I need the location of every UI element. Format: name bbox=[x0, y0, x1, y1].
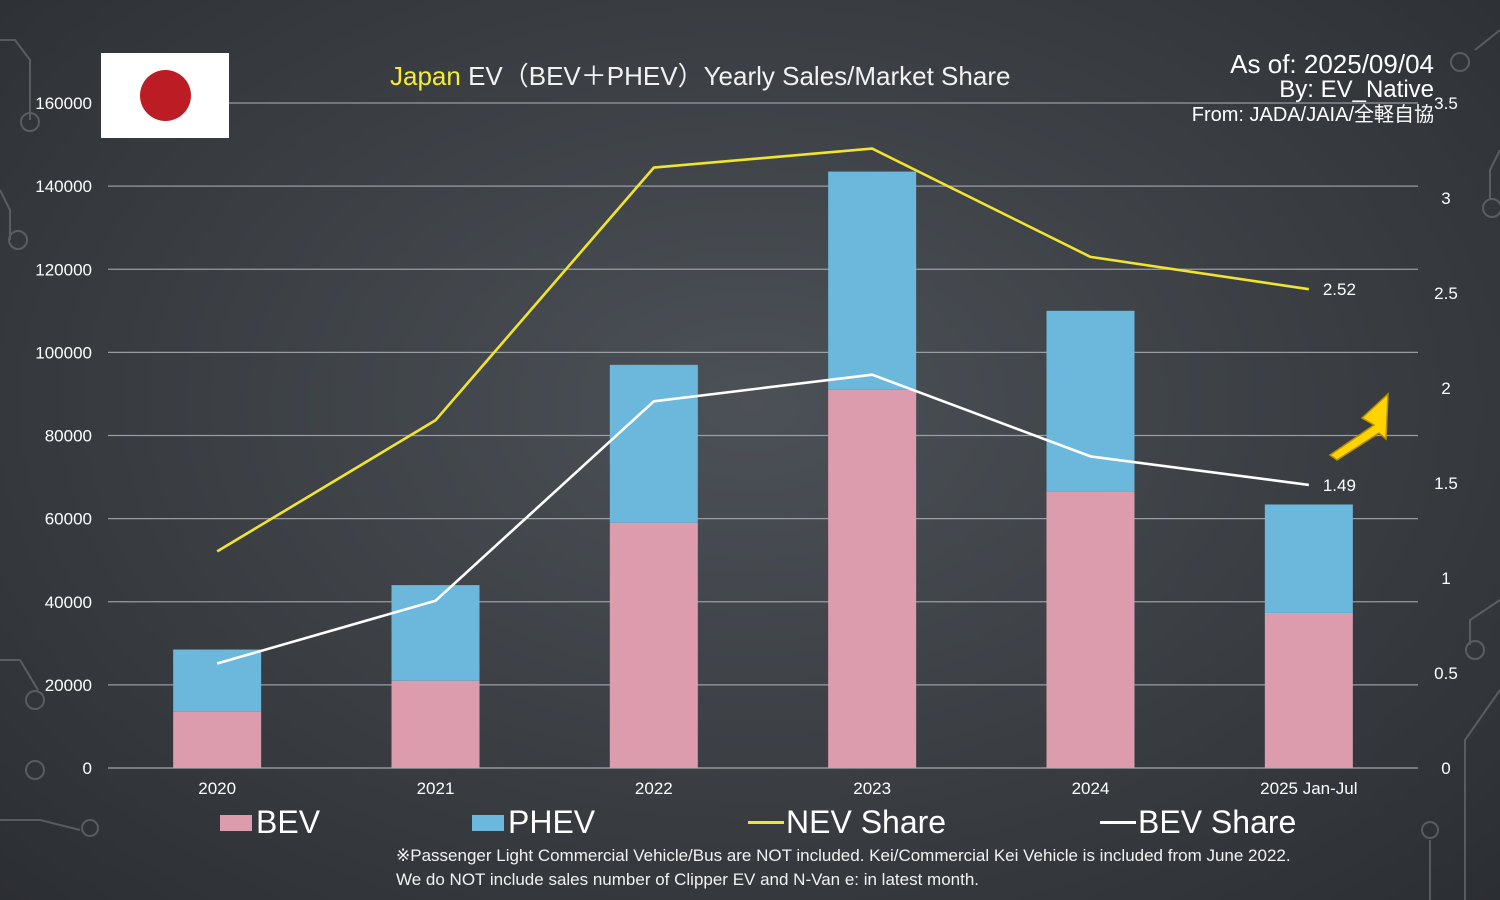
y-right-tick-label: 3.5 bbox=[1434, 94, 1458, 113]
legend-item-phev: PHEV bbox=[472, 800, 595, 844]
legend-line-bev-share bbox=[1100, 821, 1136, 824]
y-left-tick-label: 80000 bbox=[45, 427, 92, 446]
legend-swatch-phev bbox=[472, 815, 504, 831]
footnote-line-1: ※Passenger Light Commercial Vehicle/Bus … bbox=[396, 846, 1291, 865]
japan-flag-icon bbox=[101, 53, 229, 138]
bar-bev bbox=[828, 389, 917, 768]
author-credit: By: EV_Native bbox=[1279, 76, 1434, 103]
line-nev-share bbox=[216, 147, 1310, 553]
data-label: 2.52 bbox=[1323, 280, 1356, 299]
bar-phev bbox=[609, 364, 698, 523]
x-tick-label: 2020 bbox=[198, 779, 236, 798]
bar-bev bbox=[173, 711, 262, 768]
bar-bev bbox=[1046, 491, 1135, 768]
x-tick-label: 2025 Jan-Jul bbox=[1260, 779, 1357, 798]
bar-phev bbox=[828, 171, 917, 390]
y-right-tick-label: 0 bbox=[1441, 759, 1450, 778]
legend-label-bev-share: BEV Share bbox=[1138, 804, 1297, 840]
title-text: EV（BEV＋PHEV）Yearly Sales/Market Share bbox=[460, 61, 1011, 91]
tick-labels: 0 20000 40000 60000 80000 100000 120000 140000 1… bbox=[35, 94, 1458, 798]
y-right-tick-label: 3 bbox=[1441, 189, 1450, 208]
x-tick-label: 2021 bbox=[417, 779, 455, 798]
flag-sun bbox=[140, 70, 191, 121]
y-left-tick-label: 120000 bbox=[35, 260, 92, 279]
bar-bev bbox=[609, 522, 698, 768]
data-label: 1.49 bbox=[1323, 476, 1356, 495]
legend-label-bev: BEV bbox=[256, 804, 321, 840]
legend-line-nev-share bbox=[748, 821, 784, 824]
y-left-tick-label: 60000 bbox=[45, 510, 92, 529]
bar-phev bbox=[1264, 504, 1353, 613]
y-left-tick-label: 0 bbox=[83, 759, 92, 778]
legend-swatch-bev bbox=[220, 815, 252, 831]
x-tick-label: 2023 bbox=[853, 779, 891, 798]
line-bev-share bbox=[216, 373, 1310, 665]
chart-title: Japan EV（BEV＋PHEV）Yearly Sales/Market Sh… bbox=[390, 56, 1010, 93]
chart-meta: As of: 2025/09/04 By: EV_Native From: JA… bbox=[1192, 50, 1434, 128]
legend-item-bev: BEV bbox=[220, 800, 320, 844]
y-left-tick-label: 100000 bbox=[35, 343, 92, 362]
chart-legend: BEV PHEV NEV Share BEV Share bbox=[220, 800, 1340, 844]
bar-bev bbox=[391, 680, 480, 768]
x-tick-label: 2024 bbox=[1072, 779, 1110, 798]
bar-phev bbox=[1046, 310, 1135, 492]
legend-label-phev: PHEV bbox=[508, 804, 596, 840]
y-right-tick-label: 1.5 bbox=[1434, 474, 1458, 493]
bar-bev bbox=[1264, 612, 1353, 768]
y-right-tick-label: 2 bbox=[1441, 379, 1450, 398]
gridlines bbox=[108, 102, 1418, 769]
footnote-line-2: We do NOT include sales number of Clippe… bbox=[396, 870, 980, 889]
y-left-tick-label: 20000 bbox=[45, 676, 92, 695]
legend-item-bev-share: BEV Share bbox=[1100, 800, 1296, 844]
y-left-tick-label: 160000 bbox=[35, 94, 92, 113]
y-right-tick-label: 0.5 bbox=[1434, 664, 1458, 683]
bar-phev bbox=[173, 649, 262, 712]
line-layer: 2.52 1.49 bbox=[216, 147, 1356, 665]
circuit-decoration bbox=[0, 29, 1500, 900]
data-source: From: JADA/JAIA/全軽自協 bbox=[1191, 104, 1434, 126]
legend-label-nev-share: NEV Share bbox=[786, 804, 947, 840]
legend-item-nev-share: NEV Share bbox=[748, 800, 946, 844]
as-of-date: As of: 2025/09/04 bbox=[1230, 49, 1434, 79]
x-tick-label: 2022 bbox=[635, 779, 673, 798]
y-right-tick-label: 1 bbox=[1441, 569, 1450, 588]
arrow-icon bbox=[1328, 392, 1389, 461]
y-left-tick-label: 140000 bbox=[35, 177, 92, 196]
y-left-tick-label: 40000 bbox=[45, 593, 92, 612]
bar-layer bbox=[173, 171, 1353, 768]
y-right-tick-label: 2.5 bbox=[1434, 284, 1458, 303]
title-highlight: Japan bbox=[390, 61, 461, 91]
footnote: ※Passenger Light Commercial Vehicle/Bus … bbox=[396, 844, 1291, 892]
